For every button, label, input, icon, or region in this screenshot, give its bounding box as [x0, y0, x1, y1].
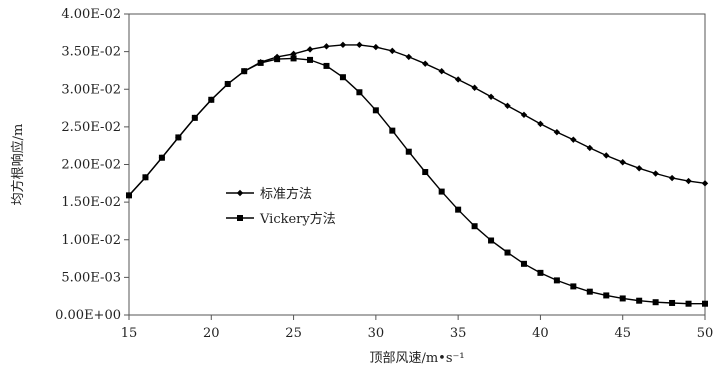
plot-area-frame [128, 13, 706, 316]
data-point [306, 46, 314, 53]
data-point [158, 154, 165, 161]
data-point [405, 53, 412, 61]
data-point [520, 111, 528, 119]
y-tick-label: 1.50E-02 [61, 195, 121, 210]
data-point [520, 260, 527, 267]
legend-item: Vickery方法 [226, 211, 336, 227]
data-point [504, 249, 511, 256]
legend-label: Vickery方法 [259, 211, 336, 227]
data-point [603, 292, 610, 299]
x-axis: 15 20 25 30 35 40 45 50 [121, 315, 714, 341]
data-point [389, 127, 396, 134]
data-point [438, 188, 445, 195]
data-point [471, 223, 478, 230]
data-point [454, 76, 462, 83]
data-point [126, 192, 132, 199]
series-2 [126, 55, 708, 307]
data-point [372, 107, 379, 114]
y-tick-label: 2.00E-02 [61, 158, 121, 173]
legend: 标准方法 Vickery方法 [226, 186, 336, 227]
data-point [372, 43, 380, 51]
data-point [701, 180, 709, 187]
data-point [488, 237, 495, 244]
data-point [619, 159, 626, 166]
data-point [471, 84, 478, 91]
data-point [389, 47, 396, 55]
data-point [208, 96, 215, 103]
legend-item: 标准方法 [226, 186, 312, 202]
y-tick-label: 3.00E-02 [61, 82, 121, 97]
data-point [257, 59, 264, 66]
data-point [191, 114, 198, 121]
data-point [553, 277, 560, 284]
series-line [128, 57, 705, 305]
data-point [636, 297, 643, 304]
legend-marker [236, 189, 244, 197]
data-point [323, 43, 330, 50]
data-point [537, 120, 544, 128]
y-tick-label: 5.00E-03 [61, 270, 121, 285]
x-tick-label: 30 [368, 326, 385, 341]
data-point [669, 299, 676, 306]
data-point [685, 300, 692, 307]
data-point [668, 174, 676, 182]
data-point [142, 174, 149, 181]
data-point [274, 56, 281, 63]
data-point [241, 68, 248, 75]
x-axis-title: 顶部风速/m•s⁻¹ [369, 351, 464, 366]
data-point [487, 93, 495, 100]
data-point [586, 144, 593, 152]
data-point [323, 62, 330, 69]
x-tick-label: 50 [697, 326, 714, 341]
data-point [422, 169, 429, 176]
series-line [128, 44, 706, 196]
data-point [570, 136, 577, 143]
legend-marker [237, 215, 243, 221]
series-layer [125, 41, 709, 307]
data-point [603, 152, 610, 159]
data-point [685, 177, 692, 185]
y-axis-title: 均方根响应/m [10, 124, 26, 206]
data-point [635, 165, 643, 172]
x-tick-label: 15 [121, 326, 138, 341]
data-point [537, 269, 544, 276]
data-point [175, 134, 182, 141]
x-tick-label: 20 [203, 326, 220, 341]
data-point [438, 67, 445, 75]
x-tick-label: 25 [285, 326, 302, 341]
series-1 [125, 41, 709, 199]
data-point [224, 80, 231, 87]
y-tick-label: 3.50E-02 [61, 45, 121, 60]
data-point [652, 170, 659, 177]
data-point [570, 283, 577, 290]
data-point [455, 206, 462, 213]
y-tick-label: 4.00E-02 [61, 7, 121, 22]
data-point [652, 299, 659, 306]
legend-label: 标准方法 [260, 186, 312, 202]
data-point [339, 74, 346, 81]
x-tick-label: 40 [532, 326, 549, 341]
data-point [586, 288, 593, 295]
data-point [307, 56, 314, 63]
y-axis: 0.00E+00 5.00E-03 1.00E-02 1.50E-02 2.00E-02… [55, 7, 129, 323]
data-point [405, 148, 412, 155]
data-point [619, 295, 626, 302]
data-point [356, 41, 363, 49]
data-point [504, 102, 511, 110]
data-point [290, 55, 297, 62]
data-point [339, 41, 347, 49]
data-point [356, 89, 363, 96]
y-tick-label: 0.00E+00 [55, 308, 121, 323]
x-tick-label: 35 [450, 326, 467, 341]
data-point [422, 60, 429, 67]
y-tick-label: 2.50E-02 [61, 120, 121, 135]
data-point [553, 128, 561, 136]
data-point [702, 300, 708, 307]
x-tick-label: 45 [614, 326, 631, 341]
y-tick-label: 1.00E-02 [61, 233, 121, 248]
